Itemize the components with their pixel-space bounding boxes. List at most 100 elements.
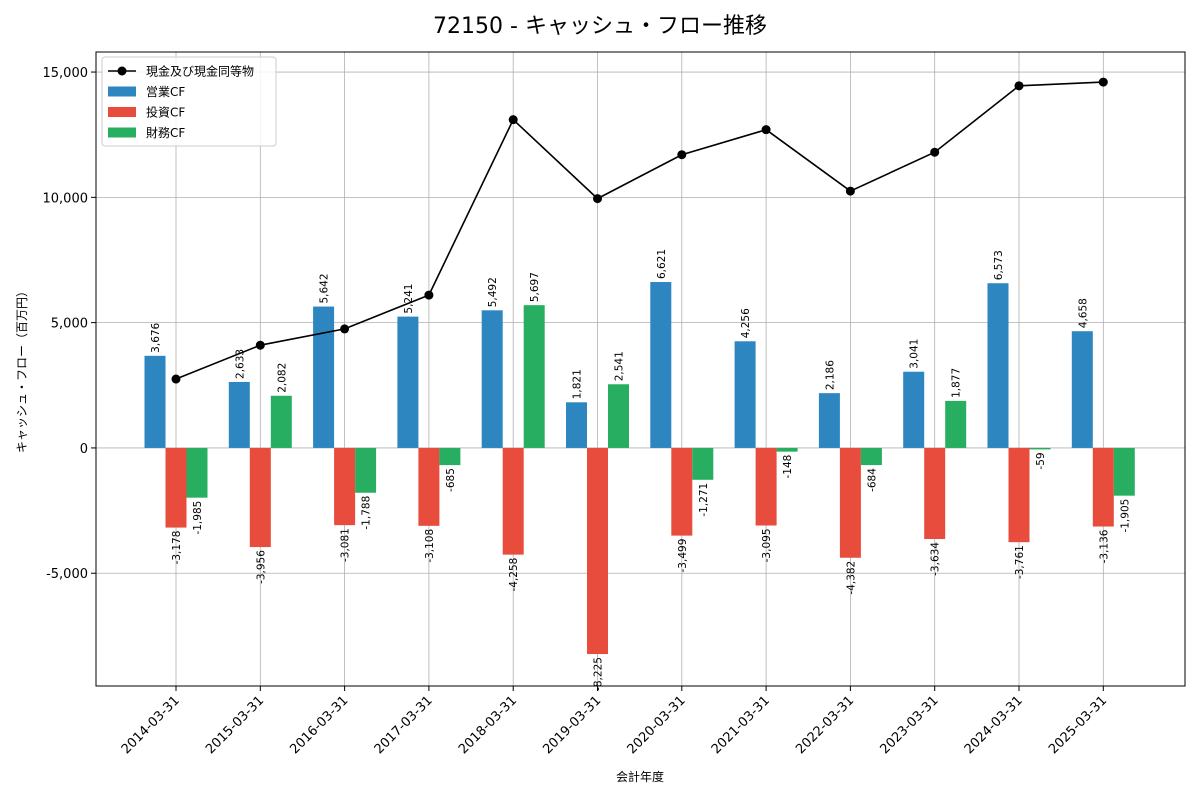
bar-investing xyxy=(839,447,861,558)
bar-operating xyxy=(481,310,503,448)
legend-label: 現金及び現金同等物 xyxy=(146,64,254,79)
chart-title: 72150 - キャッシュ・フロー推移 xyxy=(433,14,767,39)
bar-value-label: 6,573 xyxy=(993,250,1005,280)
bar-financing xyxy=(1113,447,1135,496)
bar-operating xyxy=(650,282,672,448)
x-tick-label: 2023-03-31 xyxy=(877,693,941,757)
cash-point xyxy=(930,147,940,157)
bar-investing xyxy=(755,447,777,526)
x-tick-label: 2019-03-31 xyxy=(540,693,604,757)
y-tick-label: -5,000 xyxy=(46,567,88,582)
bar-value-label: -8,225 xyxy=(593,657,605,691)
bar-operating xyxy=(1071,331,1093,448)
cash-point xyxy=(340,324,350,334)
cash-point xyxy=(593,194,602,204)
bar-value-label: -3,095 xyxy=(761,528,773,562)
bar-value-label: -3,136 xyxy=(1098,529,1110,563)
y-ticks: -5,000 0 5,000 10,000 15,000 xyxy=(43,66,96,582)
bar-value-label: -685 xyxy=(445,468,457,492)
x-tick-label: 2015-03-31 xyxy=(203,693,267,757)
cash-point xyxy=(171,374,181,384)
bar-value-label: -1,271 xyxy=(698,483,710,517)
x-tick-label: 2021-03-31 xyxy=(709,693,773,757)
bar-value-label: 2,186 xyxy=(824,360,836,390)
bar-value-label: 2,541 xyxy=(614,351,626,381)
plot-frame xyxy=(95,51,1186,687)
bar-investing xyxy=(249,447,271,548)
x-tick-label: 2018-03-31 xyxy=(456,693,520,757)
cash-point xyxy=(761,125,771,135)
x-axis-label: 会計年度 xyxy=(616,769,664,784)
bar-financing xyxy=(523,305,545,448)
bar-labels-layer: 3,676 2,633 5,642 5,241 5,492 1,821 6,621 4,256… xyxy=(150,249,1131,691)
line-layer xyxy=(171,77,1108,384)
bar-financing xyxy=(270,395,292,448)
bar-value-label: -1,905 xyxy=(1119,499,1131,533)
bar-value-label: -684 xyxy=(866,468,878,492)
bar-financing xyxy=(1029,447,1051,450)
bar-investing xyxy=(1008,447,1030,543)
legend-swatch xyxy=(108,107,136,117)
cash-point xyxy=(424,290,434,300)
bar-investing xyxy=(671,447,693,536)
bar-value-label: -1,788 xyxy=(361,496,373,530)
bar-value-label: -3,178 xyxy=(171,531,183,565)
bar-value-label: -3,634 xyxy=(930,542,942,576)
bar-financing xyxy=(439,447,461,466)
cash-point xyxy=(255,340,265,350)
bar-investing xyxy=(334,447,356,526)
cash-line xyxy=(175,81,1104,380)
bar-financing xyxy=(186,447,208,498)
y-tick-label: 0 xyxy=(80,442,88,457)
y-axis-label: キャッシュ・フロー（百万円） xyxy=(15,285,29,453)
bar-value-label: 3,041 xyxy=(909,339,921,369)
bar-value-label: -59 xyxy=(1035,452,1047,469)
x-tick-label: 2016-03-31 xyxy=(287,693,351,757)
bar-value-label: 6,621 xyxy=(656,249,668,279)
bar-investing xyxy=(165,447,187,528)
bar-operating xyxy=(903,371,925,448)
legend-swatch xyxy=(108,127,136,138)
bar-value-label: 3,676 xyxy=(150,322,162,352)
bar-value-label: 2,633 xyxy=(234,349,246,379)
y-tick-label: 15,000 xyxy=(43,66,89,81)
bar-value-label: 5,697 xyxy=(529,272,541,302)
bar-financing xyxy=(776,447,798,452)
x-tick-label: 2017-03-31 xyxy=(372,693,436,757)
bar-investing xyxy=(587,447,608,655)
cash-point xyxy=(508,115,518,125)
bar-operating xyxy=(987,283,1009,448)
grid-layer xyxy=(96,52,1185,686)
bar-value-label: 4,658 xyxy=(1077,298,1089,328)
bar-financing xyxy=(355,447,377,493)
cash-point xyxy=(1098,77,1108,87)
x-tick-label: 2020-03-31 xyxy=(625,693,689,757)
legend-label: 営業CF xyxy=(146,85,185,99)
bar-financing xyxy=(692,447,714,480)
legend-frame xyxy=(101,56,277,147)
bar-value-label: -3,761 xyxy=(1014,545,1026,579)
bar-value-label: -1,985 xyxy=(192,501,204,535)
bar-operating xyxy=(228,381,250,448)
bar-financing xyxy=(860,447,882,466)
legend-marker xyxy=(117,66,127,76)
bar-operating xyxy=(734,341,756,448)
bar-operating xyxy=(313,306,335,448)
bar-operating xyxy=(397,316,419,448)
y-tick-label: 10,000 xyxy=(43,191,89,206)
x-tick-label: 2024-03-31 xyxy=(962,693,1026,757)
bar-value-label: 5,241 xyxy=(403,284,415,314)
bar-value-label: -4,382 xyxy=(845,561,857,595)
x-tick-label: 2014-03-31 xyxy=(119,693,183,757)
cash-point xyxy=(845,186,855,196)
x-tick-label: 2022-03-31 xyxy=(793,693,857,757)
cash-point xyxy=(677,150,687,160)
cash-point xyxy=(1014,81,1024,91)
x-tick-label: 2025-03-31 xyxy=(1046,693,1110,757)
bar-value-label: 5,492 xyxy=(487,277,499,307)
bar-value-label: -148 xyxy=(782,455,794,479)
bar-value-label: 1,821 xyxy=(572,369,584,399)
